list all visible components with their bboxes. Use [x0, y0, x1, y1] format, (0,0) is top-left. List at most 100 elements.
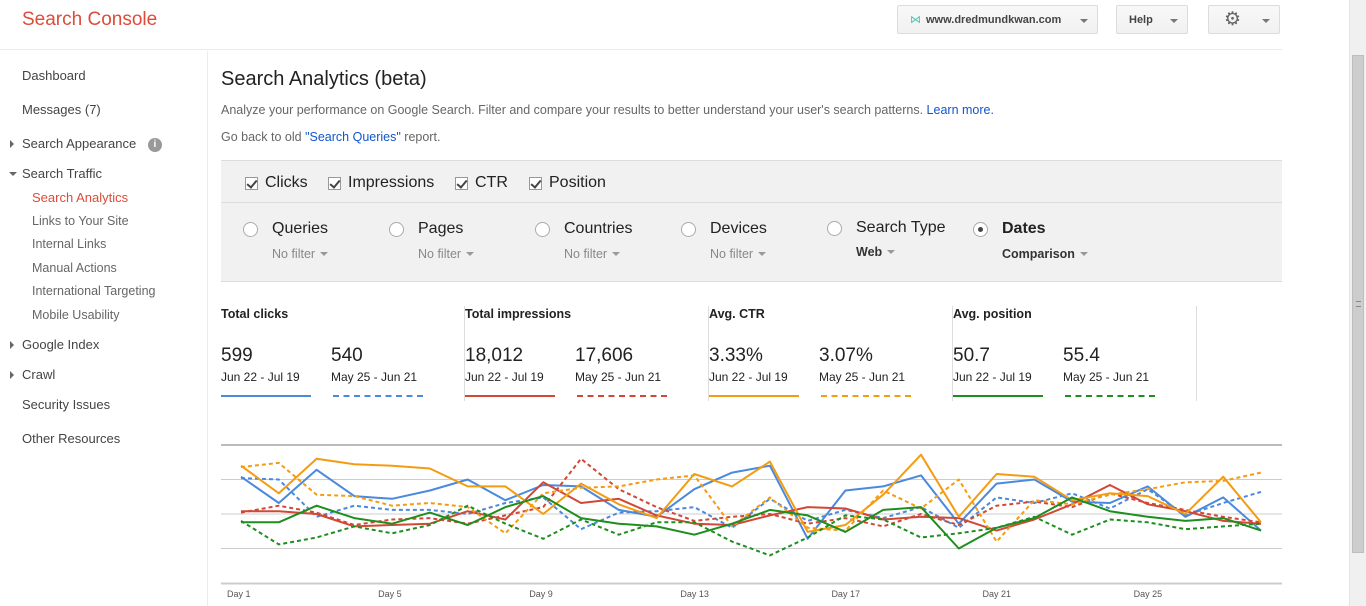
stat-avg-ctr[interactable]: Avg. CTR 3.33% 3.07% Jun 22 - Jul 19 May… [709, 306, 953, 401]
stat-current-range: Jun 22 - Jul 19 [953, 370, 1032, 384]
stat-current-range: Jun 22 - Jul 19 [465, 370, 544, 384]
x-tick-label: Day 9 [529, 589, 553, 599]
legend-line-dashed [333, 395, 423, 397]
sidebar-item-search-analytics[interactable]: Search Analytics [32, 190, 129, 205]
series-line-4 [240, 453, 1262, 533]
radio-button[interactable] [243, 222, 258, 237]
sidebar-item-other-resources[interactable]: Other Resources [22, 431, 121, 446]
stat-previous-range: May 25 - Jun 21 [575, 370, 662, 384]
radio-button-selected[interactable] [973, 222, 988, 237]
radio-button[interactable] [389, 222, 404, 237]
stat-total-impressions[interactable]: Total impressions 18,012 17,606 Jun 22 -… [465, 306, 709, 401]
metric-checkboxes: Clicks Impressions CTR Position [221, 161, 1282, 203]
clicks-checkbox[interactable]: Clicks [245, 174, 308, 192]
stat-current-value: 50.7 [953, 345, 990, 366]
search-queries-link[interactable]: "Search Queries" [305, 130, 401, 144]
info-icon[interactable]: i [147, 138, 162, 152]
filter-value: Web [856, 245, 883, 259]
sidebar-item-internal-links[interactable]: Internal Links [32, 237, 107, 251]
devices-filter-dropdown[interactable]: No filter [710, 247, 767, 261]
dimension-label: Search Type [856, 219, 946, 236]
sidebar-item-google-index[interactable]: Google Index [10, 337, 99, 352]
countries-filter-dropdown[interactable]: No filter [564, 247, 621, 261]
stat-total-clicks[interactable]: Total clicks 599 540 Jun 22 - Jul 19 May… [221, 306, 465, 401]
x-tick-label: Day 25 [1134, 589, 1163, 599]
stat-label: Avg. position [953, 307, 1032, 321]
queries-filter-dropdown[interactable]: No filter [272, 247, 329, 261]
sidebar-item-mobile-usability[interactable]: Mobile Usability [32, 308, 120, 322]
stat-avg-position[interactable]: Avg. position 50.7 55.4 Jun 22 - Jul 19 … [953, 306, 1197, 401]
series-line-1 [240, 477, 1262, 531]
expand-arrow-icon [10, 140, 14, 148]
help-button[interactable]: Help [1116, 5, 1188, 34]
filter-value: Comparison [1002, 247, 1075, 261]
search-type-dropdown[interactable]: Web [856, 245, 896, 259]
legend-line-dashed [821, 395, 911, 397]
stat-previous-range: May 25 - Jun 21 [1063, 370, 1150, 384]
stat-previous-value: 3.07% [819, 345, 873, 366]
stat-current-range: Jun 22 - Jul 19 [221, 370, 300, 384]
filter-value: No filter [272, 247, 316, 261]
expand-arrow-icon [10, 341, 14, 349]
filter-value: No filter [564, 247, 608, 261]
sidebar-item-dashboard[interactable]: Dashboard [22, 68, 86, 83]
sidebar-item-international-targeting[interactable]: International Targeting [32, 284, 156, 298]
brand-logo[interactable]: Search Console [22, 9, 158, 30]
site-selector[interactable]: ⋈ www.dredmundkwan.com [897, 5, 1098, 34]
sidebar-item-search-appearance[interactable]: Search Appearance i [10, 136, 162, 152]
impressions-checkbox[interactable]: Impressions [328, 174, 434, 192]
sidebar-item-manual-actions[interactable]: Manual Actions [32, 261, 117, 275]
description-text: Analyze your performance on Google Searc… [221, 103, 924, 117]
ctr-checkbox[interactable]: CTR [455, 174, 508, 192]
page-scrollbar[interactable] [1349, 0, 1366, 606]
chevron-down-icon [1080, 19, 1088, 23]
legend-line-dashed [577, 395, 667, 397]
impressions-checkbox-label: Impressions [348, 174, 435, 191]
radio-button[interactable] [681, 222, 696, 237]
chevron-down-icon [758, 252, 767, 256]
checkbox-checked-icon [328, 176, 341, 190]
chevron-down-icon [1170, 19, 1178, 23]
old-report-notice: Go back to old "Search Queries" report. [221, 130, 440, 144]
summary-stats: Total clicks 599 540 Jun 22 - Jul 19 May… [221, 306, 1197, 401]
chevron-down-icon [1262, 19, 1270, 23]
sidebar-item-label: Search Traffic [22, 166, 102, 181]
stat-current-value: 3.33% [709, 345, 763, 366]
legend-line-solid [709, 395, 799, 397]
old-report-prefix: Go back to old [221, 130, 306, 144]
position-checkbox[interactable]: Position [529, 174, 606, 192]
scrollbar-thumb[interactable] [1352, 55, 1364, 553]
dimension-label: Countries [564, 220, 633, 237]
sidebar-item-links-to-your-site[interactable]: Links to Your Site [32, 214, 129, 228]
chevron-down-icon [466, 252, 475, 256]
sidebar-item-label: Search Appearance [22, 136, 137, 151]
dates-filter-dropdown[interactable]: Comparison [1002, 247, 1088, 261]
stat-current-value: 599 [221, 345, 253, 366]
stat-previous-range: May 25 - Jun 21 [819, 370, 906, 384]
line-chart: Day 1 Day 5 Day 9 Day 13 Day 17 Day 21 Day 25 [221, 444, 1282, 599]
chevron-down-icon [612, 252, 621, 256]
learn-more-link[interactable]: Learn more. [926, 103, 994, 117]
site-selector-label: www.dredmundkwan.com [926, 13, 1062, 26]
dimension-label: Queries [272, 220, 329, 237]
x-tick-label: Day 17 [831, 589, 860, 599]
pages-filter-dropdown[interactable]: No filter [418, 247, 475, 261]
position-checkbox-label: Position [549, 174, 606, 191]
radio-button[interactable] [535, 222, 550, 237]
checkbox-checked-icon [529, 176, 542, 190]
sidebar-item-search-traffic[interactable]: Search Traffic [9, 166, 102, 181]
chevron-down-icon [1079, 252, 1088, 256]
page-title: Search Analytics (beta) [221, 68, 427, 90]
settings-button[interactable]: ⚙ [1208, 5, 1280, 34]
radio-button[interactable] [827, 221, 842, 236]
legend-line-solid [221, 395, 311, 397]
stat-current-range: Jun 22 - Jul 19 [709, 370, 788, 384]
ctr-checkbox-label: CTR [475, 174, 508, 191]
sidebar-item-crawl[interactable]: Crawl [10, 367, 55, 382]
checkbox-checked-icon [455, 176, 468, 190]
legend-line-dashed [1065, 395, 1155, 397]
stat-current-value: 18,012 [465, 345, 524, 366]
analytics-chart[interactable]: Day 1 Day 5 Day 9 Day 13 Day 17 Day 21 Day 25 [221, 430, 1282, 606]
sidebar-item-messages[interactable]: Messages (7) [22, 102, 101, 117]
sidebar-item-security-issues[interactable]: Security Issues [22, 397, 111, 412]
